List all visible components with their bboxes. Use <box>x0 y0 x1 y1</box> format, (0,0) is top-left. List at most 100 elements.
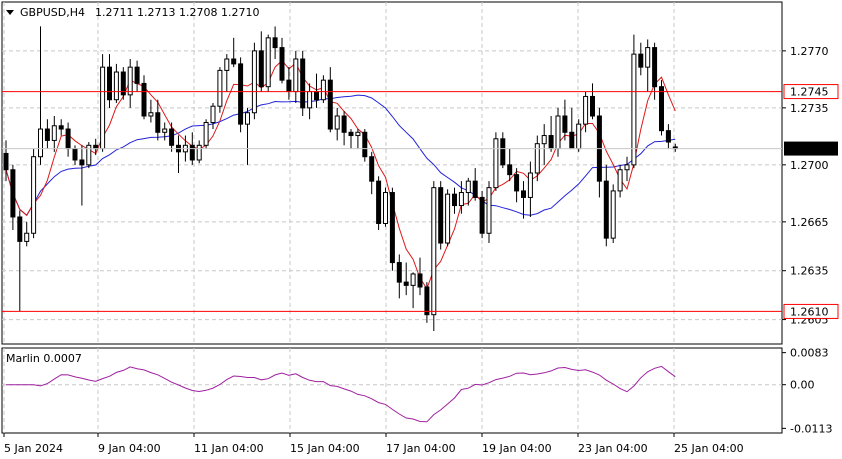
level-price-label: 1.2610 <box>790 305 829 318</box>
candle-body <box>645 47 651 68</box>
candle-body <box>617 169 623 192</box>
candle-body <box>590 95 595 117</box>
candle-body <box>148 112 154 117</box>
candle-body <box>238 63 244 125</box>
candle-body <box>141 82 147 117</box>
candle-body <box>403 281 409 286</box>
candle-body <box>659 86 664 132</box>
candle-body <box>314 91 319 101</box>
candle-body <box>555 115 561 150</box>
time-label: 19 Jan 04:00 <box>482 442 552 455</box>
candle-body <box>341 115 347 133</box>
candle-body <box>245 112 250 125</box>
time-label: 15 Jan 04:00 <box>290 442 360 455</box>
candle-body <box>127 66 133 96</box>
candle-body <box>638 53 644 68</box>
candle-body <box>113 71 119 101</box>
candle-body <box>479 196 485 234</box>
oscillator-label: Marlin 0.0007 <box>6 352 82 365</box>
candle-body <box>189 144 195 161</box>
candle-body <box>169 128 175 146</box>
candle-body <box>465 180 471 194</box>
candle-body <box>196 144 202 161</box>
candle-body <box>500 138 506 166</box>
candle-body <box>265 37 271 88</box>
price-tick-label: 1.2635 <box>790 265 829 278</box>
time-label: 9 Jan 04:00 <box>98 442 161 455</box>
candle-body <box>79 159 85 166</box>
candle-body <box>458 192 464 207</box>
candle-body <box>86 144 92 166</box>
candle-body <box>120 71 126 96</box>
level-price-box <box>783 303 839 319</box>
candle-body <box>272 37 278 49</box>
candle-body <box>348 131 354 137</box>
time-label: 25 Jan 04:00 <box>674 442 744 455</box>
candle-body <box>417 273 423 288</box>
price-tick-label: 1.2665 <box>790 216 829 229</box>
candle-body <box>251 50 257 114</box>
candle-body <box>369 156 375 182</box>
candle-body <box>100 66 106 150</box>
candle-body <box>155 112 161 133</box>
candle-body <box>493 138 499 189</box>
candle-body <box>652 47 658 88</box>
candle-body <box>624 164 630 171</box>
candle-body <box>410 273 416 286</box>
candle-body <box>327 79 333 130</box>
fast-moving-average-line <box>5 59 676 290</box>
time-label: 5 Jan 2024 <box>4 442 63 455</box>
ohlc-values: 1.2711 1.2713 1.2708 1.2710 <box>95 6 259 19</box>
candle-body <box>431 187 437 316</box>
candle-body <box>514 174 520 192</box>
candle-body <box>562 115 568 133</box>
candle-body <box>548 135 554 150</box>
candle-body <box>583 95 589 125</box>
candle-body <box>58 125 64 130</box>
candle-body <box>362 131 368 158</box>
candle-body <box>17 216 23 242</box>
candle-body <box>603 180 609 239</box>
candle-body <box>334 115 340 130</box>
oscillator-panel-frame <box>1 347 783 434</box>
symbol-label: GBPUSD,H4 <box>20 6 85 19</box>
candle-body <box>396 262 402 283</box>
osc-tick-label: 0.0083 <box>790 347 829 360</box>
candle-body <box>389 192 395 264</box>
candle-body <box>486 187 492 234</box>
candle-body <box>376 180 382 224</box>
candle-body <box>134 66 140 84</box>
candle-body <box>44 128 50 141</box>
chart-menu-triangle-icon <box>6 10 14 15</box>
candle-body <box>534 143 540 174</box>
candle-body <box>279 47 285 81</box>
current-price-label: 1.2710 <box>790 143 829 156</box>
candle-body <box>65 128 71 150</box>
candle-body <box>286 79 292 93</box>
candle-body <box>610 190 616 239</box>
candle-body <box>307 91 313 109</box>
candle-body <box>231 58 237 65</box>
candle-body <box>569 131 575 150</box>
level-price-label: 1.2745 <box>790 86 829 99</box>
level-price-box <box>783 84 839 100</box>
price-tick-label: 1.2700 <box>790 159 829 172</box>
candle-body <box>24 232 30 242</box>
candle-body <box>472 180 478 198</box>
price-tick-label: 1.2735 <box>790 102 829 115</box>
oscillator-line <box>6 365 676 423</box>
candle-body <box>51 125 57 141</box>
osc-tick-label: 0.00 <box>790 379 815 392</box>
candle-body <box>576 123 582 150</box>
candle-body <box>31 156 37 234</box>
slow-moving-average-line <box>5 94 676 217</box>
candle-body <box>210 105 216 124</box>
time-label: 23 Jan 04:00 <box>578 442 648 455</box>
candle-body <box>300 58 306 109</box>
candle-body <box>320 79 326 101</box>
candle-body <box>541 135 547 145</box>
candle-body <box>293 58 299 93</box>
candle-body <box>162 128 168 133</box>
candle-body <box>203 122 209 146</box>
